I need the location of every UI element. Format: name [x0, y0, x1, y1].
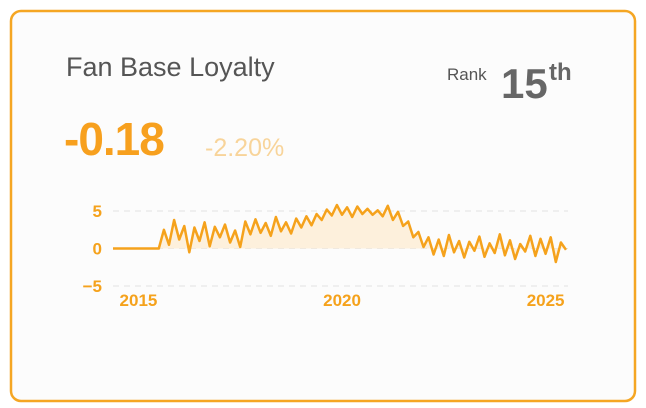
- y-tick-label: −5: [83, 277, 102, 296]
- change: -2.20%: [205, 134, 284, 162]
- area: [113, 205, 566, 262]
- rank-suffix: th: [549, 59, 572, 86]
- x-tick-label: 2015: [120, 291, 158, 310]
- card-frame: [9, 9, 637, 403]
- rank-number: 15: [501, 60, 548, 107]
- y-tick-label: 5: [93, 202, 102, 221]
- chart: 5 0 −5 2015 2020 2025: [83, 202, 568, 310]
- x-tick-label: 2025: [527, 291, 565, 310]
- card-title: Fan Base Loyalty: [66, 52, 275, 82]
- x-tick-label: 2020: [323, 291, 361, 310]
- value: -0.18: [64, 113, 164, 165]
- line: [113, 203, 568, 264]
- rank-label: Rank: [447, 65, 487, 84]
- y-tick-label: 0: [93, 240, 102, 259]
